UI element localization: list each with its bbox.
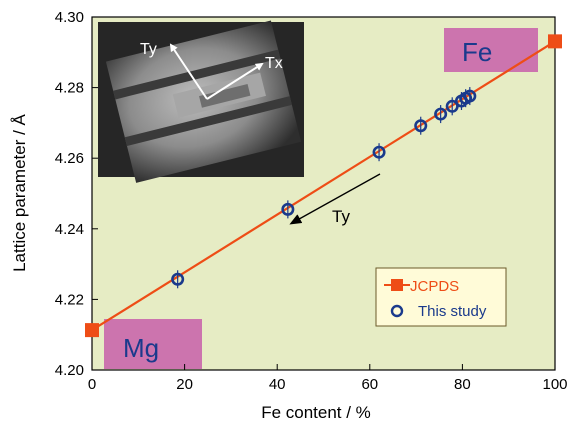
y-tick-label: 4.26: [55, 150, 84, 167]
study-marker: [463, 89, 477, 103]
study-point: [372, 143, 386, 162]
study-point: [445, 97, 459, 116]
mg-label: Mg: [123, 333, 159, 363]
inset-ty-arrow: [169, 43, 208, 100]
y-axis-label: Lattice parameter / Å: [10, 113, 29, 271]
study-marker: [414, 119, 428, 133]
legend-study-label: This study: [418, 303, 487, 320]
study-point: [463, 87, 477, 106]
jcpds-point: [85, 323, 99, 338]
study-point: [281, 200, 295, 219]
y-tick-label: 4.24: [55, 221, 84, 238]
ty-label: Ty: [332, 207, 350, 226]
legend-jcpds-label: JCPDS: [410, 278, 459, 295]
legend-jcpds-marker: [391, 279, 403, 291]
inset-tx-arrow: [206, 62, 264, 100]
x-axis: 0 20 40 60 80 100 Fe content / %: [88, 364, 568, 422]
x-tick-label: 0: [88, 376, 96, 393]
study-marker: [171, 272, 185, 286]
ty-arrow: [289, 173, 381, 225]
study-marker: [372, 145, 386, 159]
y-axis: 4.20 4.22 4.24 4.26 4.28 4.30 Lattice paramet…: [10, 9, 98, 379]
x-tick-label: 20: [176, 376, 193, 393]
x-tick-label: 40: [269, 376, 286, 393]
y-tick-label: 4.30: [55, 9, 84, 26]
y-tick-label: 4.22: [55, 291, 84, 308]
legend-study-marker: [390, 304, 404, 318]
y-tick-label: 4.20: [55, 362, 84, 379]
series-layer: [85, 34, 562, 338]
y-tick-label: 4.28: [55, 80, 84, 97]
jcpds-point: [548, 34, 562, 49]
mg-label-box: [104, 319, 202, 369]
inset-tx-label: Tx: [265, 55, 283, 72]
study-point: [434, 105, 448, 124]
jcpds-fit-line: [91, 40, 556, 332]
legend: JCPDS This study: [375, 267, 507, 327]
x-tick-label: 100: [542, 376, 567, 393]
study-marker: [434, 107, 448, 121]
x-tick-label: 60: [361, 376, 378, 393]
study-point: [171, 270, 185, 289]
study-point: [414, 116, 428, 135]
fe-label: Fe: [462, 37, 492, 67]
inset-image: Ty Tx: [98, 20, 304, 183]
x-tick-label: 80: [454, 376, 471, 393]
fe-label-box: [444, 28, 538, 72]
inset-ty-label: Ty: [140, 41, 157, 58]
study-marker: [445, 99, 459, 113]
study-marker: [281, 202, 295, 216]
x-axis-label: Fe content / %: [261, 403, 371, 422]
